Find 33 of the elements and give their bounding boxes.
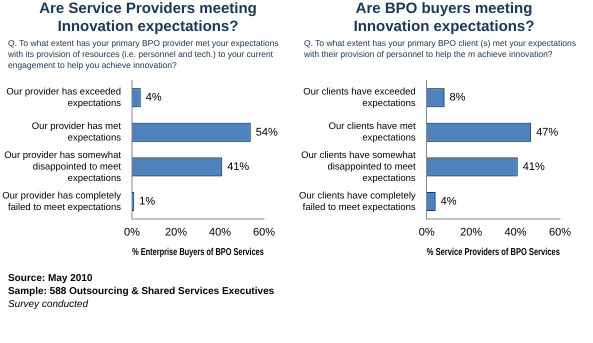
data-label: 41%: [522, 160, 546, 173]
source-note: Source: May 2010: [8, 272, 94, 285]
chart-title: Are Service Providers meeting Innovation expectations?: [38, 0, 258, 37]
x-tick-label: 20%: [164, 226, 188, 238]
y-tick-label: Our clients have completely failed to meet expectations: [298, 190, 416, 213]
data-label: 1%: [139, 196, 156, 208]
text: Survey conducted: [8, 298, 90, 311]
chart-subtitle: Q. To what extent has your primary BPO provider met your expectations with its provision of resources (i.e. personnel and tech.) to your current engagement to help you achieve innovation?: [7, 38, 280, 70]
x-tick-label: 20%: [460, 226, 482, 238]
x-axis-title: % Service Providers of BPO Services: [426, 246, 560, 258]
y-tick-label: Our provider has completely failed to meet expectations: [2, 190, 122, 213]
y-tick-label: Our clients have exceeded expectations: [303, 86, 416, 110]
x-axis-title: % Enterprise Buyers of BPO Services: [132, 246, 264, 258]
y-tick-label: Our clients have somewhat disappointed to meet expectations: [301, 150, 416, 184]
x-tick-label: 40%: [208, 226, 232, 238]
x-tick-label: 0%: [124, 226, 140, 238]
x-tick-label: 60%: [252, 226, 276, 238]
data-label: 8%: [449, 92, 466, 104]
chart-subtitle: Q. To what extent has your primary BPO client (s) met your expectations with their provision of personnel to help the m achieve innovation?: [303, 38, 577, 61]
y-tick-label: Our clients have met expectations: [328, 121, 416, 144]
y-tick-label: Our provider has somewhat disappointed to meet expectations: [4, 150, 122, 184]
x-tick-label: 0%: [418, 226, 435, 238]
data-label: 54%: [256, 126, 278, 138]
data-label: 47%: [536, 126, 558, 138]
text: Sample: 588 Outsourcing & Shared Services Executives: [8, 285, 276, 298]
chart-title: Are BPO buyers meeting Innovation expectations?: [352, 0, 536, 37]
y-tick-label: Our provider has exceeded expectations: [6, 86, 122, 110]
x-tick-label: 60%: [548, 226, 572, 238]
x-tick-label: 40%: [504, 226, 527, 238]
data-label: 41%: [227, 160, 250, 173]
data-label: 4%: [440, 196, 457, 208]
data-label: 4%: [146, 92, 162, 104]
y-tick-label: Our provider has met expectations: [32, 121, 122, 144]
